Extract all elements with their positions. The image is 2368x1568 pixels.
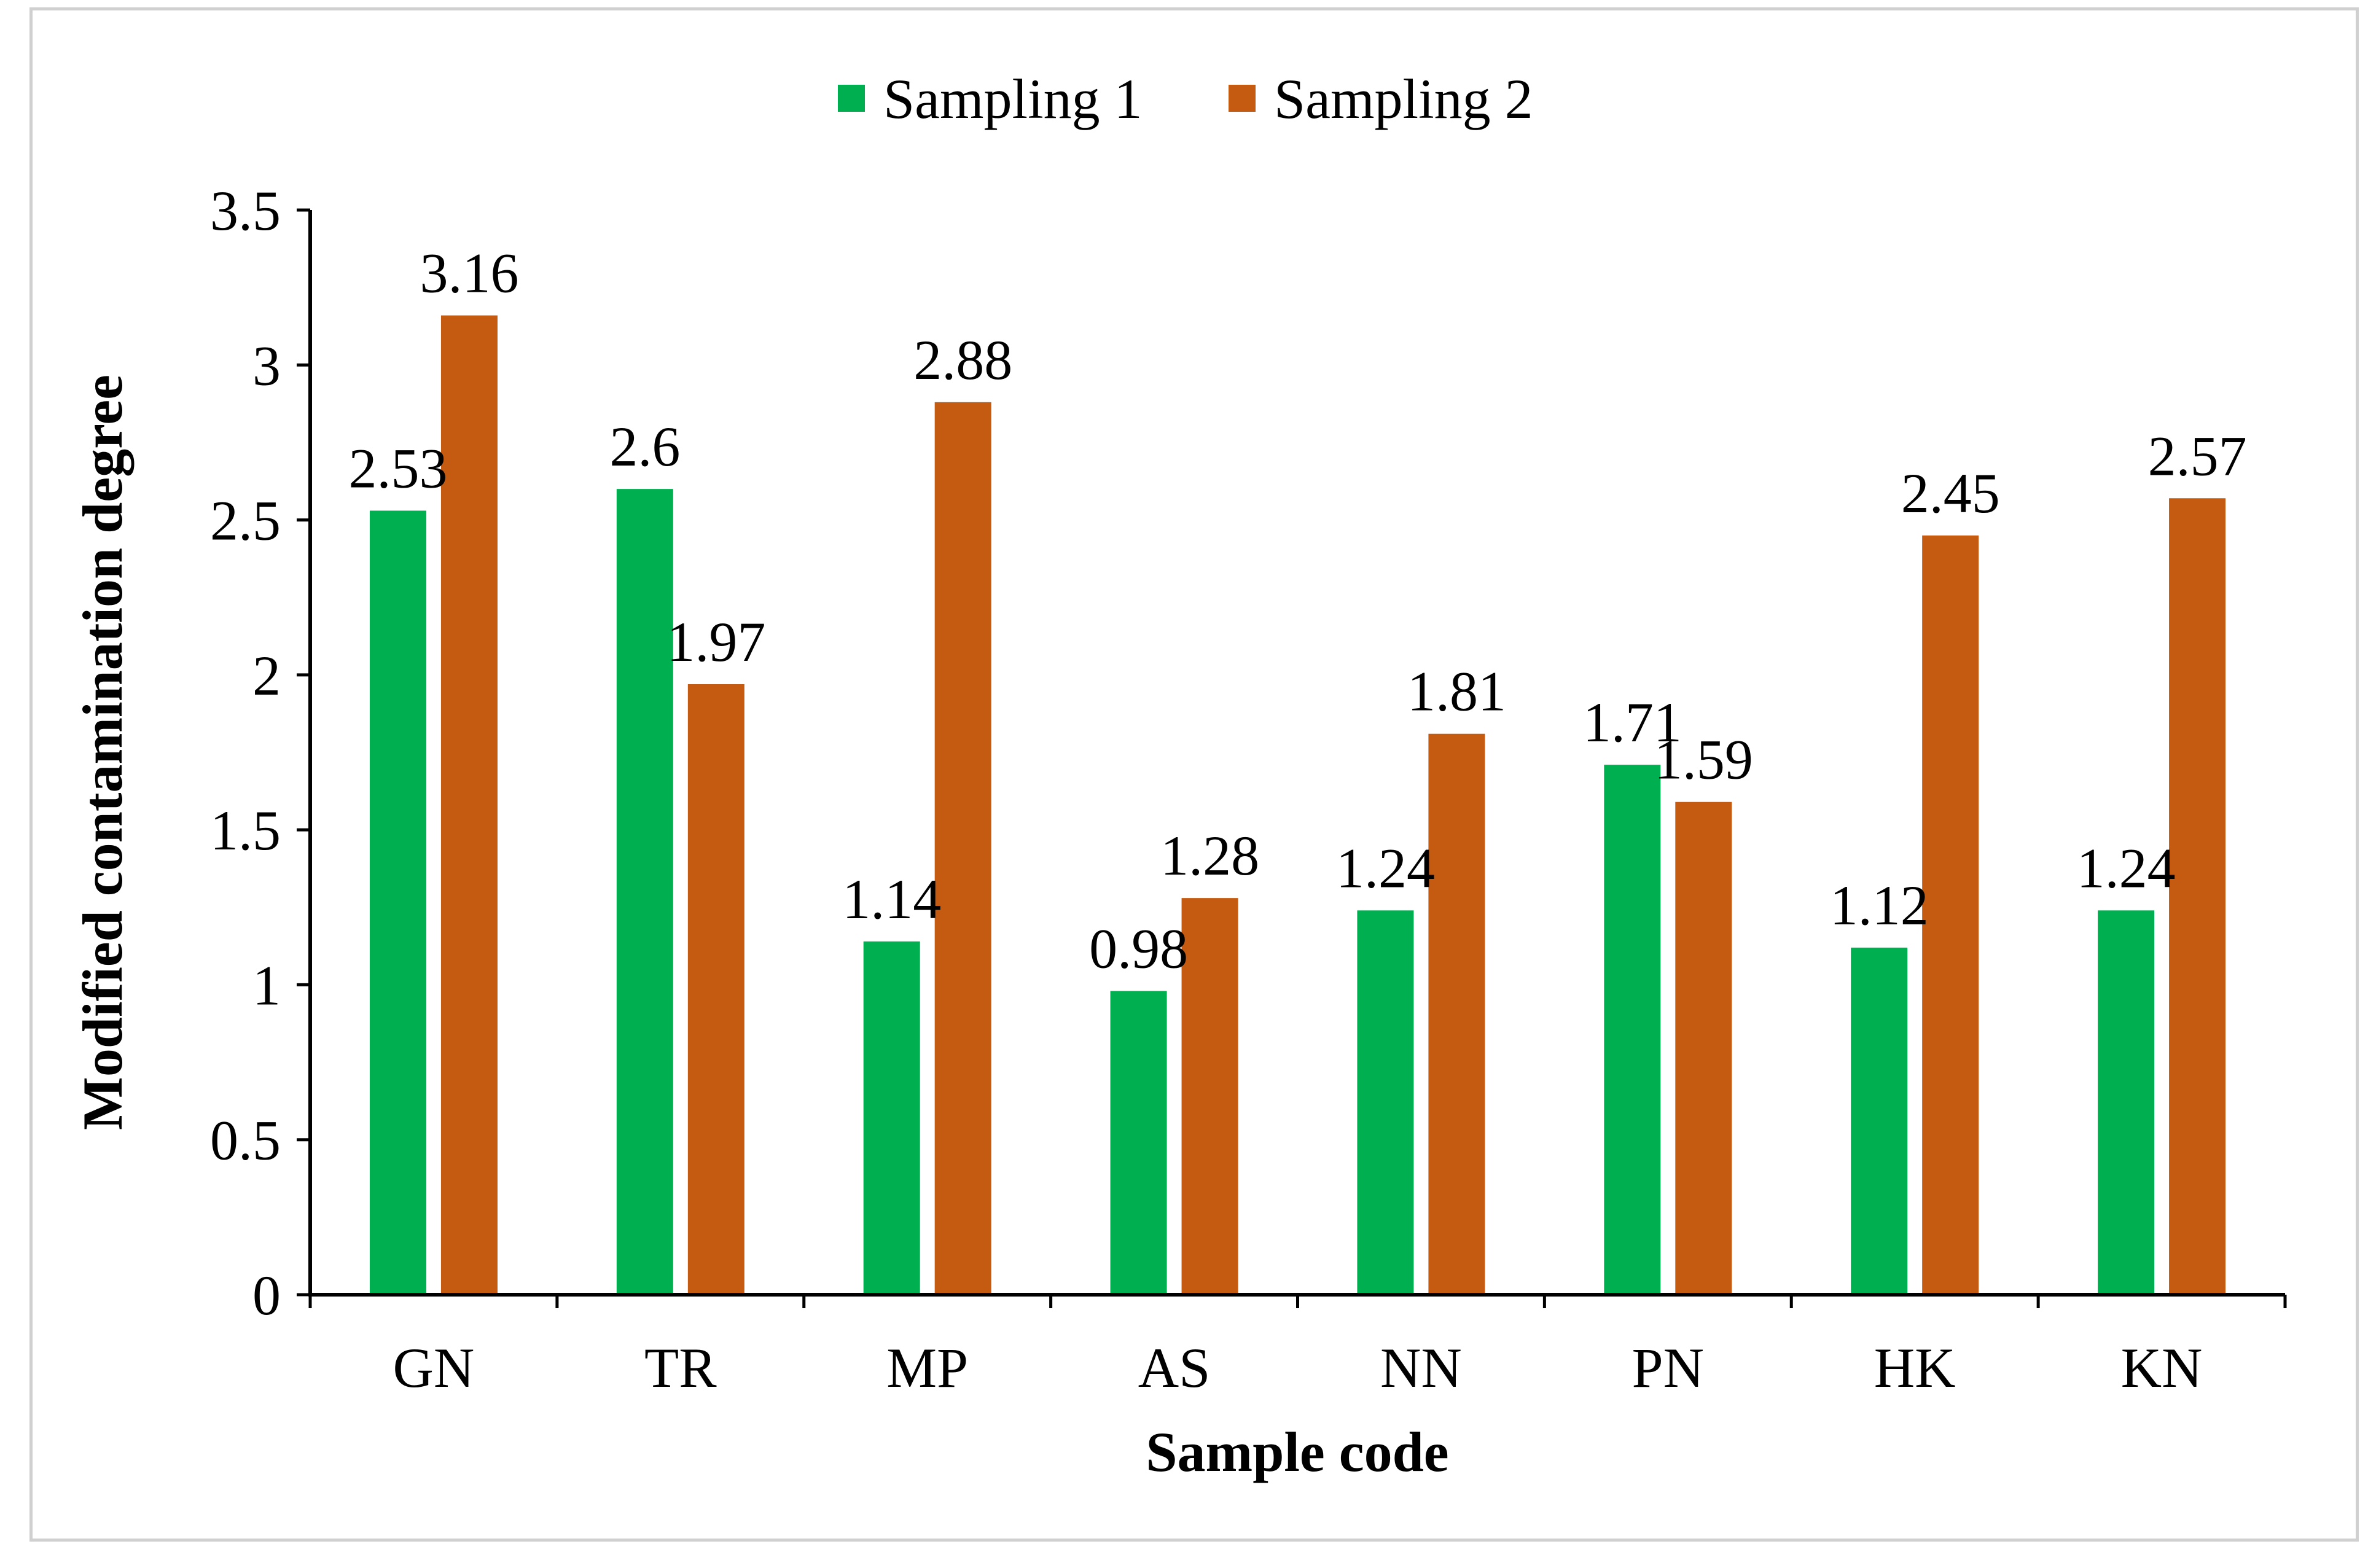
bar-as-sampling-1 [1110, 991, 1167, 1295]
bar-hk-sampling-1 [1851, 947, 1908, 1295]
data-label-kn-sampling-2: 2.57 [2148, 424, 2247, 487]
data-label-tr-sampling-2: 1.97 [666, 610, 765, 673]
bar-mp-sampling-1 [863, 941, 920, 1295]
data-label-mp-sampling-2: 2.88 [913, 329, 1012, 391]
bar-gn-sampling-1 [369, 510, 426, 1295]
legend-label-sampling-2: Sampling 2 [1274, 68, 1533, 130]
bar-tr-sampling-1 [616, 489, 673, 1295]
data-label-tr-sampling-1: 2.6 [609, 415, 680, 478]
bar-pn-sampling-2 [1675, 802, 1732, 1295]
data-label-kn-sampling-1: 1.24 [2077, 837, 2176, 899]
data-label-hk-sampling-1: 1.12 [1830, 874, 1929, 937]
legend-swatch-sampling-1 [838, 85, 865, 112]
data-label-nn-sampling-2: 1.81 [1407, 660, 1506, 723]
y-tick-label: 0 [252, 1264, 281, 1327]
category-label-mp: MP [886, 1336, 968, 1399]
y-tick-label: 2 [252, 644, 281, 707]
category-label-nn: NN [1380, 1336, 1462, 1399]
category-label-gn: GN [393, 1336, 474, 1399]
bars [369, 315, 2226, 1295]
bar-mp-sampling-2 [934, 402, 991, 1295]
bar-nn-sampling-2 [1428, 733, 1485, 1295]
data-label-gn-sampling-2: 3.16 [420, 242, 518, 305]
data-label-hk-sampling-2: 2.45 [1901, 462, 2000, 525]
data-label-as-sampling-1: 0.98 [1089, 918, 1188, 980]
bar-gn-sampling-2 [440, 315, 498, 1295]
data-label-pn-sampling-1: 1.71 [1583, 691, 1682, 754]
bar-pn-sampling-1 [1604, 765, 1661, 1295]
data-label-as-sampling-2: 1.28 [1160, 824, 1259, 887]
bar-nn-sampling-1 [1357, 910, 1414, 1295]
data-label-nn-sampling-1: 1.24 [1336, 837, 1435, 899]
legend: Sampling 1 Sampling 2 [838, 68, 1533, 130]
category-label-as: AS [1138, 1336, 1211, 1399]
bar-kn-sampling-1 [2098, 910, 2155, 1295]
y-axis-ticks: 0 0.5 1 1.5 2 2.5 3 3.5 [210, 179, 310, 1327]
data-label-mp-sampling-1: 1.14 [842, 868, 941, 930]
data-label-pn-sampling-2: 1.59 [1654, 728, 1753, 791]
x-axis-ticks: GN TR MP AS NN PN HK KN [308, 1295, 2287, 1399]
data-labels: 2.53 3.16 2.6 1.97 1.14 2.88 0.98 1.28 1.24 1.81 1… [348, 242, 2246, 980]
y-tick-label: 3.5 [210, 179, 281, 242]
y-tick-label: 0.5 [210, 1109, 281, 1172]
y-axis-title: Modified contamination degree [71, 375, 134, 1130]
category-label-pn: PN [1632, 1336, 1705, 1399]
bar-as-sampling-2 [1181, 898, 1238, 1295]
x-axis-title: Sample code [1146, 1421, 1448, 1483]
bar-kn-sampling-2 [2169, 498, 2226, 1295]
bar-hk-sampling-2 [1922, 535, 1979, 1295]
data-label-gn-sampling-1: 2.53 [348, 437, 447, 499]
y-tick-label: 3 [252, 334, 281, 397]
category-label-tr: TR [644, 1336, 717, 1399]
legend-swatch-sampling-2 [1229, 85, 1256, 112]
y-tick-label: 1 [252, 954, 281, 1016]
category-label-kn: KN [2121, 1336, 2203, 1399]
bar-tr-sampling-2 [687, 684, 744, 1295]
y-tick-label: 2.5 [210, 490, 281, 552]
y-tick-label: 1.5 [210, 799, 281, 862]
legend-label-sampling-1: Sampling 1 [883, 68, 1143, 130]
category-label-hk: HK [1874, 1336, 1956, 1399]
